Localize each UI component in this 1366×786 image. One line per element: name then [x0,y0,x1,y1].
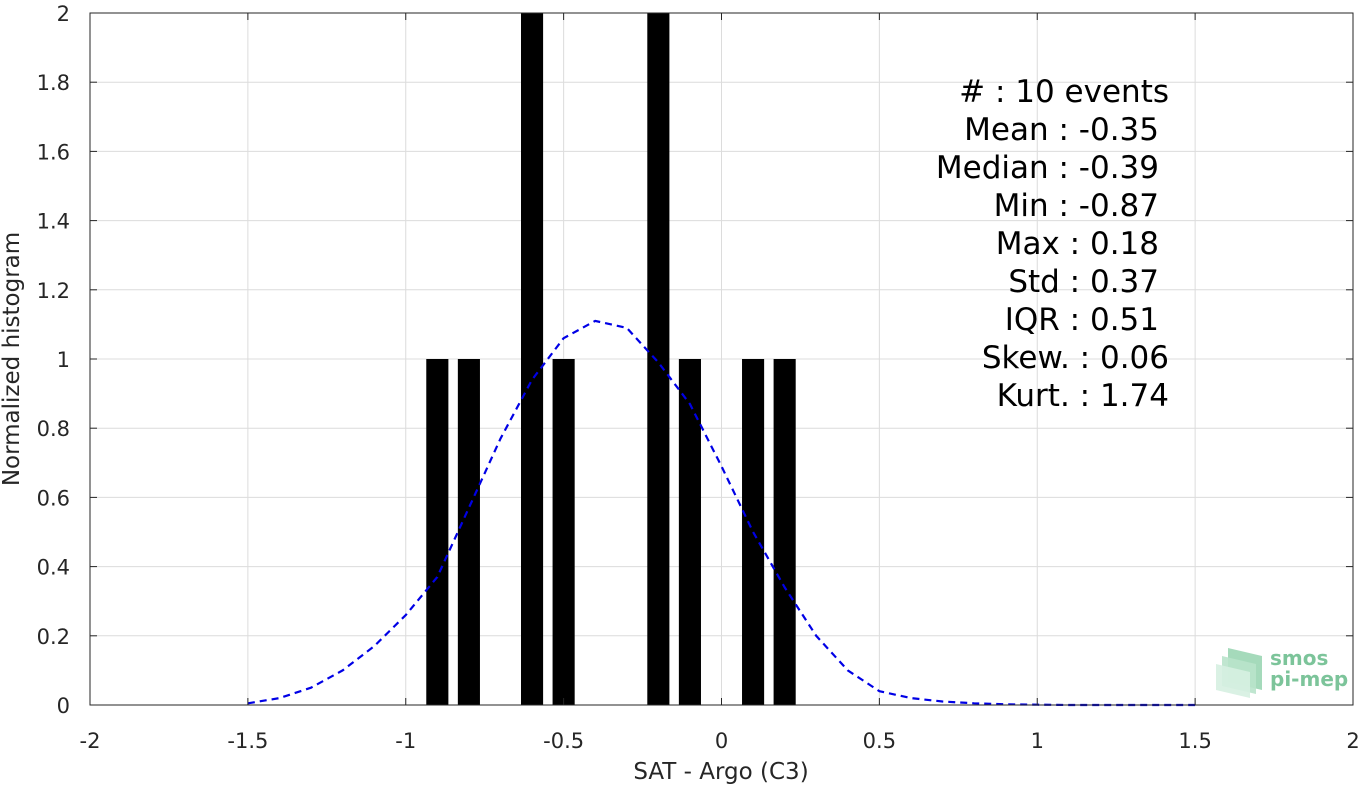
y-tick-label: 0.2 [37,625,70,649]
logo-line1: smos [1270,646,1328,670]
x-tick-label: -1 [395,729,416,753]
y-tick-label: 1.8 [37,71,70,95]
y-tick-label: 1.2 [37,279,70,303]
histogram-bar [426,359,449,705]
y-tick-label: 0.8 [37,417,70,441]
x-tick-label: -2 [80,729,101,753]
grid [89,12,1354,706]
y-tick-label: 1 [57,348,70,372]
x-tick-label: 0 [715,729,728,753]
histogram-bar [520,13,544,705]
histogram-bar [457,359,480,705]
axes [89,12,1354,706]
logo-line2: pi-mep [1270,667,1348,691]
stat-line: Skew. : 0.06 [982,340,1169,376]
smos-pimep-logo: smos pi-mep [1216,646,1348,698]
y-tick-label: 0 [57,694,70,718]
stat-line: Median : -0.39 [936,150,1159,186]
histogram-bar [678,359,701,705]
x-tick-label: 1 [1031,729,1044,753]
histogram-bar [552,359,575,705]
y-axis-label: Normalized histogram [0,232,25,486]
histogram-bars [426,13,796,705]
x-tick-label: 1.5 [1178,729,1211,753]
tick-labels: -2 -1.5 -1 -0.5 0 0.5 1 1.5 2 0 0.2 0.4 0.6 0.8 1 1.2 1.… [37,2,1360,753]
x-tick-label: 2 [1346,729,1359,753]
histogram-bar [742,359,765,705]
x-tick-label: -0.5 [543,729,584,753]
x-axis-label: SAT - Argo (C3) [633,759,808,785]
stat-line: IQR : 0.51 [1005,302,1159,338]
stat-line: # : 10 events [959,74,1169,110]
y-tick-label: 1.4 [37,210,70,234]
stat-line: Min : -0.87 [994,188,1159,224]
stat-line: Max : 0.18 [996,226,1159,262]
y-tick-label: 1.6 [37,140,70,164]
x-tick-label: 0.5 [863,729,896,753]
y-tick-label: 2 [57,2,70,26]
plot-frame [89,12,1354,706]
x-tick-label: -1.5 [227,729,268,753]
histogram-bar [773,359,796,705]
histogram-bar [647,13,670,705]
y-tick-label: 0.6 [37,486,70,510]
logo-mark-icon [1216,648,1262,698]
stat-line: Mean : -0.35 [964,112,1159,148]
stat-line: Kurt. : 1.74 [997,378,1169,414]
y-tick-label: 0.4 [37,556,70,580]
stat-line: Std : 0.37 [1008,264,1159,300]
